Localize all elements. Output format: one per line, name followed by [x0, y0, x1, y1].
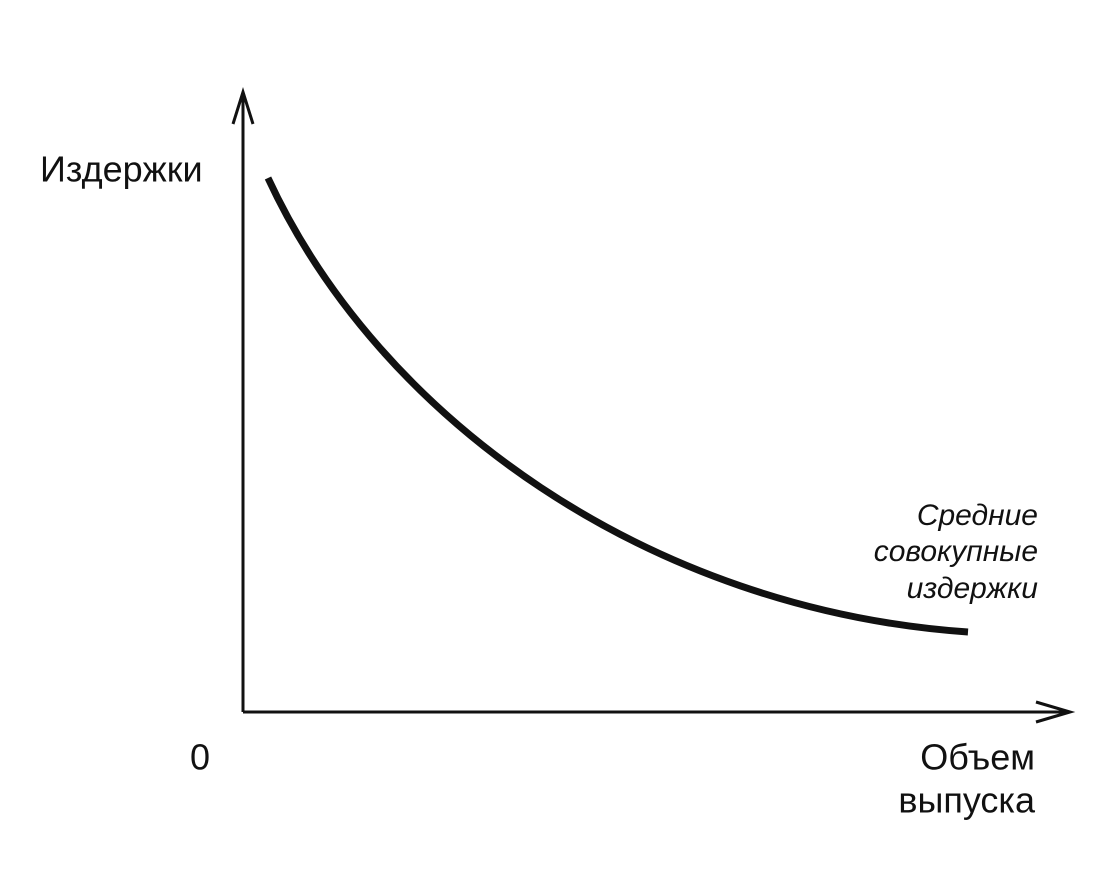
curve-label: издержки: [907, 572, 1039, 605]
x-axis-arrow: [1035, 700, 1076, 724]
x-axis-label: Объем: [920, 737, 1035, 778]
origin-label: 0: [190, 737, 210, 778]
cost-curve: [264, 176, 969, 636]
curve-label: Средние: [917, 499, 1038, 532]
curve-label: совокупные: [874, 535, 1038, 568]
y-axis-label: Издержки: [40, 149, 203, 190]
x-axis-label: выпуска: [898, 780, 1036, 821]
y-axis-arrow: [231, 86, 255, 125]
